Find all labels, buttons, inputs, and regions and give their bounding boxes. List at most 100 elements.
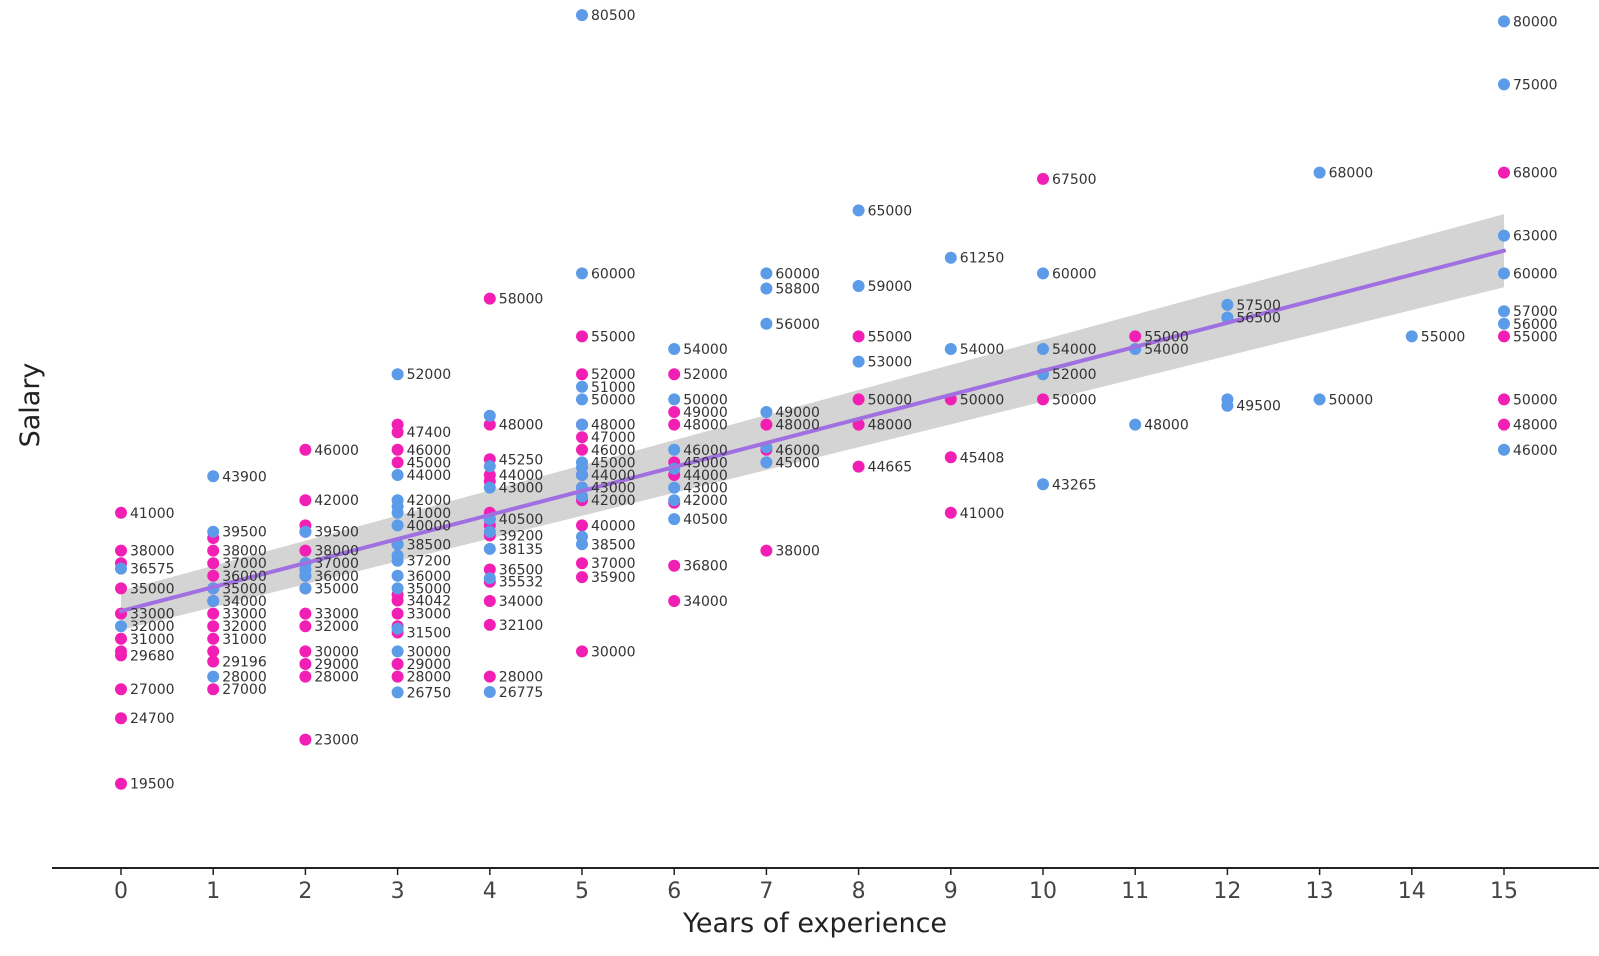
data-label: 39500 [222,525,267,541]
data-point [576,330,588,343]
data-point [1498,330,1510,343]
data-point [576,380,588,393]
data-point [115,582,127,595]
data-point [576,557,588,570]
data-point [852,460,865,473]
data-label: 40000 [407,518,452,534]
x-tick-label: 13 [1306,879,1334,904]
data-point [115,506,127,519]
data-point [207,655,220,668]
data-label: 24700 [130,711,175,727]
data-label: 54000 [1144,342,1189,358]
data-label: 34042 [407,594,452,610]
data-label: 33000 [407,607,452,623]
data-label: 37000 [222,556,267,572]
data-point [207,607,220,620]
data-label: 46000 [407,443,452,459]
data-label: 44000 [683,468,728,484]
data-point [391,469,404,481]
data-label: 43000 [683,481,728,497]
data-label: 63000 [1513,229,1558,245]
data-label: 39500 [314,525,359,541]
data-point [852,355,865,368]
data-point [391,549,404,562]
data-label: 37000 [591,556,636,572]
data-label: 31000 [130,632,175,648]
y-axis-title: Salary [15,363,46,448]
data-point [207,525,220,538]
data-point [299,607,312,620]
data-label: 44665 [868,460,913,476]
data-point [1498,166,1510,179]
data-label: 32000 [314,619,359,635]
x-tick-label: 1 [206,879,220,904]
data-label: 32100 [499,618,544,634]
data-label: 31000 [222,632,267,648]
data-point [944,251,957,264]
data-label: 43000 [499,481,544,497]
data-label: 36575 [130,562,175,578]
data-label: 36000 [222,569,267,585]
data-label: 43000 [591,481,636,497]
data-label: 28000 [314,670,359,686]
data-point [668,481,681,494]
data-point [483,418,496,431]
data-point [115,632,127,645]
data-point [760,267,773,280]
data-point [576,461,588,474]
data-point [1313,393,1326,406]
data-point [1221,298,1234,311]
data-point [391,569,404,582]
data-label: 55000 [591,329,636,345]
data-label: 42000 [314,493,359,509]
data-label: 33000 [222,607,267,623]
data-label: 31500 [407,626,452,642]
data-point [483,525,496,538]
data-label: 50000 [1513,392,1558,408]
data-label: 35000 [130,581,175,597]
data-label: 60000 [1052,266,1097,282]
data-label: 48000 [775,418,820,434]
data-label: 46000 [775,443,820,459]
data-point [576,393,588,406]
data-label: 58000 [499,292,544,308]
data-label: 29196 [222,655,267,671]
data-label: 54000 [960,342,1005,358]
data-point [576,519,588,532]
data-label: 44000 [591,468,636,484]
x-axis-title: Years of experience [682,908,947,939]
data-label: 37000 [314,556,359,572]
x-axis: 0 1 2 3 4 5 6 7 8 9 10 11 12 13 14 15 [52,867,1599,904]
data-point [1498,418,1510,431]
x-tick-label: 8 [852,879,866,904]
data-point [1037,478,1049,491]
data-point [852,280,865,292]
data-label: 29000 [314,657,359,673]
data-point [207,544,220,557]
x-tick-label: 15 [1490,879,1518,904]
data-label: 38000 [775,544,820,560]
data-label: 35900 [591,570,636,586]
data-point [760,456,773,469]
data-label: 30000 [591,644,636,660]
data-point [115,544,127,557]
data-label: 46000 [1513,443,1558,459]
data-label: 45000 [591,455,636,471]
confidence-band-layer [121,214,1504,630]
data-label: 54000 [1052,342,1097,358]
data-point [944,451,957,464]
x-tick-label: 6 [667,879,681,904]
data-label: 54000 [683,342,728,358]
data-label: 50000 [960,392,1005,408]
data-label: 46000 [591,443,636,459]
data-label: 27000 [130,682,175,698]
data-point [1498,443,1510,456]
data-point [1498,78,1510,91]
data-point [299,620,312,633]
data-label: 50000 [591,392,636,408]
data-point [668,443,681,456]
data-label: 44000 [499,468,544,484]
x-tick-label: 5 [575,879,589,904]
data-point [391,607,404,620]
